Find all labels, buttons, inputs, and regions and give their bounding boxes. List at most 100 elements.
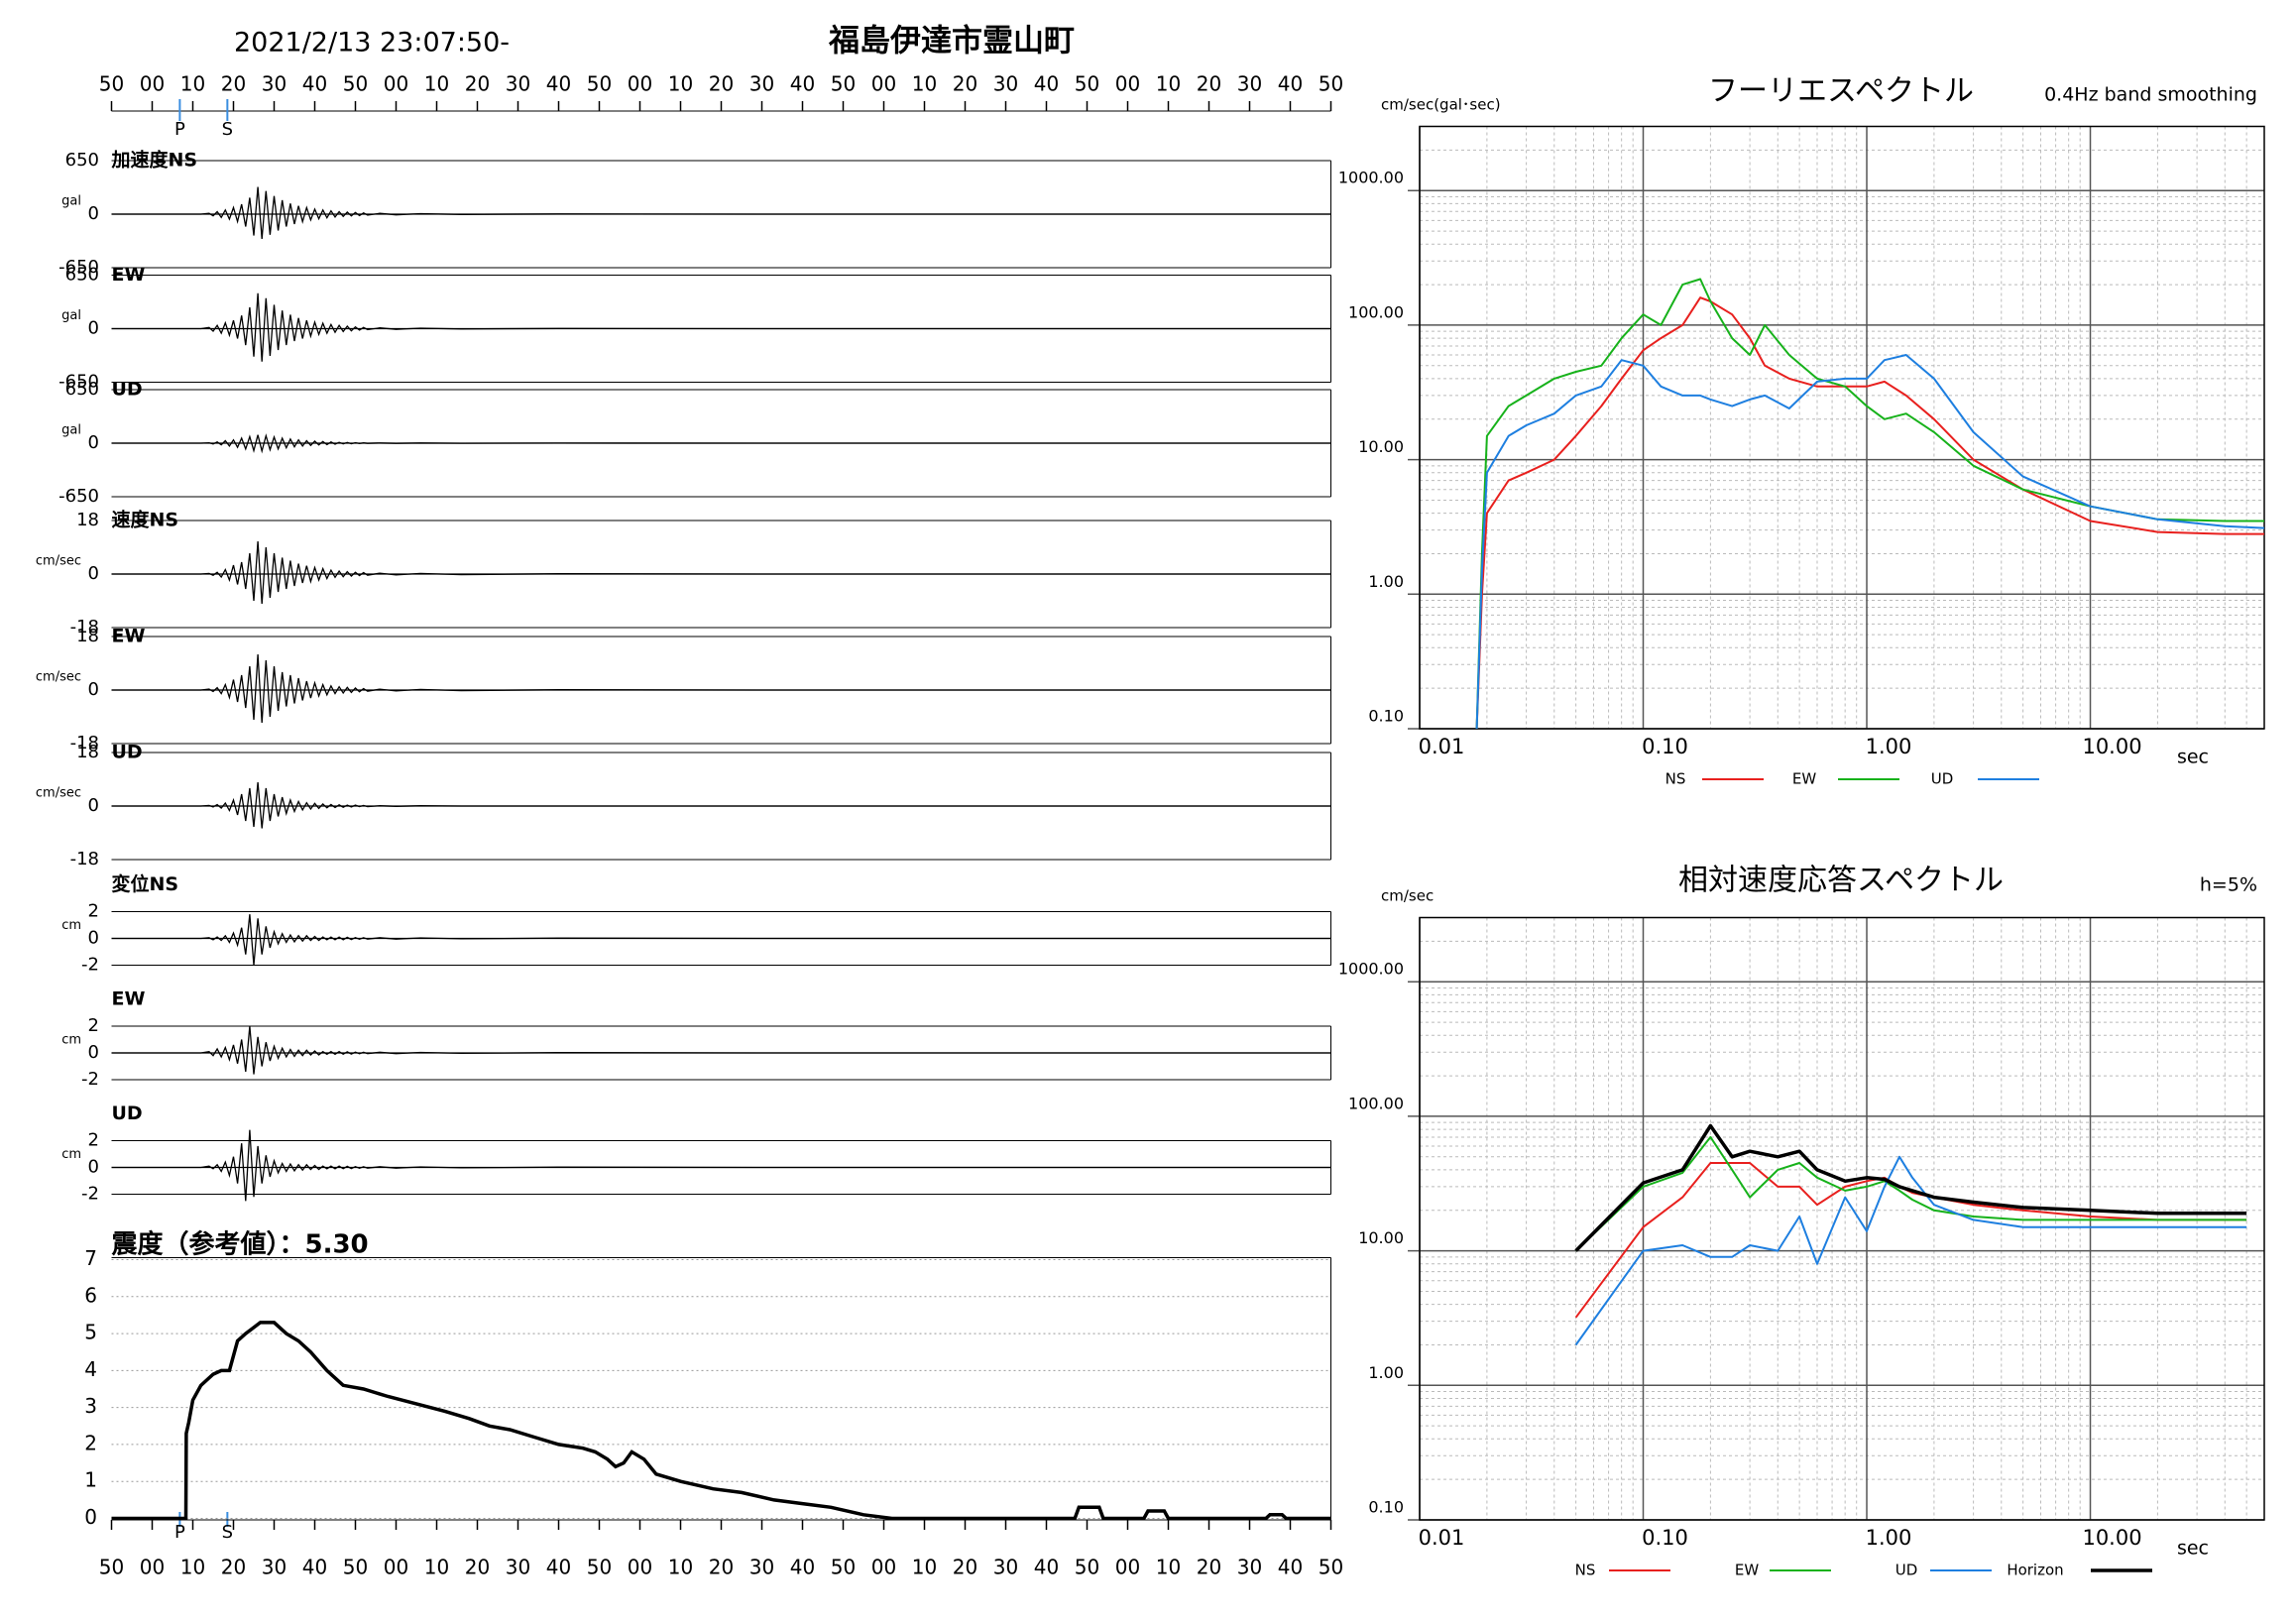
spectrum-line <box>1574 1155 2247 1346</box>
y-tick-label: 3 <box>84 1394 97 1418</box>
top-time-label: 30 <box>1237 72 1262 96</box>
y-tick-label: 0 <box>88 928 99 949</box>
bottom-time-label: 20 <box>709 1556 734 1579</box>
y-tick-label: 0 <box>88 563 99 584</box>
x-tick-label: 0.01 <box>1419 1526 1465 1550</box>
waveform <box>111 1129 1331 1202</box>
bottom-time-label: 40 <box>302 1556 327 1579</box>
y-tick-label: -18 <box>70 617 99 638</box>
y-tick-label: 0 <box>88 795 99 816</box>
y-tick-label: 2 <box>84 1431 97 1454</box>
legend-label: NS <box>1575 1562 1596 1579</box>
y-tick-label: -650 <box>58 257 99 278</box>
top-time-label: 30 <box>993 72 1018 96</box>
x-tick-label: 10.00 <box>2082 735 2141 758</box>
top-time-label: 00 <box>871 72 896 96</box>
y-tick-label: 1 <box>84 1468 97 1492</box>
phase-label: S <box>222 1522 233 1543</box>
panel-label: UD <box>112 742 143 763</box>
y-tick-label: -2 <box>81 955 99 976</box>
y-tick-label: 7 <box>84 1246 97 1270</box>
bottom-time-label: 50 <box>1075 1556 1099 1579</box>
y-tick-label: -18 <box>70 849 99 869</box>
y-tick-label: -650 <box>58 372 99 393</box>
panel-label: 加速度NS <box>111 149 198 172</box>
y-tick-label: 0 <box>84 1505 97 1529</box>
y-tick-label: 0 <box>88 432 99 453</box>
x-axis-unit: sec <box>2177 1538 2209 1560</box>
waveform <box>111 1025 1331 1075</box>
y-tick-label: 0 <box>88 203 99 224</box>
waveform <box>111 186 1331 239</box>
bottom-time-label: 30 <box>262 1556 287 1579</box>
bottom-time-label: 10 <box>424 1556 449 1579</box>
panel-unit: cm/sec <box>36 786 81 801</box>
top-time-label: 30 <box>262 72 287 96</box>
bottom-time-label: 40 <box>1278 1556 1303 1579</box>
bottom-time-label: 20 <box>221 1556 246 1579</box>
y-tick-label: -2 <box>81 1184 99 1205</box>
y-tick-label: 2 <box>88 1015 99 1036</box>
waveform <box>111 292 1331 362</box>
y-tick-label: 0 <box>88 318 99 339</box>
top-time-label: 50 <box>1319 72 1343 96</box>
x-tick-label: 1.00 <box>1866 1526 1912 1550</box>
y-tick-label: 1.00 <box>1368 1363 1404 1382</box>
top-time-label: 40 <box>790 72 815 96</box>
bottom-time-label: 30 <box>506 1556 530 1579</box>
top-time-label: 50 <box>587 72 612 96</box>
top-time-label: 00 <box>1115 72 1140 96</box>
spectrum-line <box>1574 1123 2247 1252</box>
panel-label: 変位NS <box>112 872 179 895</box>
y-tick-label: -18 <box>70 733 99 754</box>
top-time-label: 50 <box>99 72 124 96</box>
y-tick-label: 18 <box>76 742 99 762</box>
phase-label: P <box>174 119 185 140</box>
y-tick-label: 4 <box>84 1357 97 1381</box>
bottom-time-label: 40 <box>546 1556 571 1579</box>
spectrum-line <box>1475 354 2265 730</box>
y-tick-label: 1.00 <box>1368 572 1404 591</box>
y-tick-label: 0.10 <box>1368 707 1404 726</box>
panel-unit: gal <box>61 308 81 323</box>
plot-frame <box>1419 125 2265 730</box>
panel-unit: cm <box>61 918 81 933</box>
panel-unit: gal <box>61 194 81 209</box>
legend-label: UD <box>1931 770 1954 788</box>
top-time-label: 30 <box>749 72 774 96</box>
panel-label: EW <box>112 264 146 286</box>
spectrum-title: フーリエスペクトル <box>1708 74 1974 109</box>
panel-unit: cm/sec <box>36 554 81 569</box>
intensity-title: 震度（参考値）：5.30 <box>112 1229 369 1260</box>
bottom-time-label: 10 <box>1156 1556 1181 1579</box>
bottom-time-label: 50 <box>99 1556 124 1579</box>
bottom-time-label: 50 <box>1319 1556 1343 1579</box>
y-tick-label: 100.00 <box>1348 1094 1404 1112</box>
top-time-label: 40 <box>1278 72 1303 96</box>
y-tick-label: 10.00 <box>1358 1228 1404 1247</box>
panel-unit: cm/sec <box>36 670 81 685</box>
y-tick-label: 10.00 <box>1358 437 1404 456</box>
waveform <box>111 540 1331 605</box>
x-tick-label: 0.10 <box>1642 1526 1688 1550</box>
panel-unit: cm <box>61 1033 81 1048</box>
top-time-label: 50 <box>343 72 368 96</box>
top-time-label: 30 <box>506 72 530 96</box>
legend-label: UD <box>1895 1562 1918 1579</box>
bottom-time-label: 00 <box>140 1556 165 1579</box>
y-tick-label: 650 <box>65 150 99 171</box>
waveform <box>111 781 1331 829</box>
legend-label: Horizon <box>2007 1562 2063 1579</box>
top-time-label: 20 <box>1197 72 1221 96</box>
top-time-label: 20 <box>709 72 734 96</box>
intensity-line <box>111 1321 1331 1521</box>
y-tick-label: 18 <box>76 626 99 646</box>
bottom-time-label: 40 <box>1034 1556 1059 1579</box>
waveform <box>111 914 1331 966</box>
top-time-label: 10 <box>1156 72 1181 96</box>
spectrum-title: 相対速度応答スペクトル <box>1678 864 2004 898</box>
legend-label: EW <box>1792 770 1816 788</box>
bottom-time-label: 10 <box>668 1556 693 1579</box>
x-tick-label: 1.00 <box>1866 735 1912 758</box>
x-tick-label: 0.01 <box>1419 735 1465 758</box>
